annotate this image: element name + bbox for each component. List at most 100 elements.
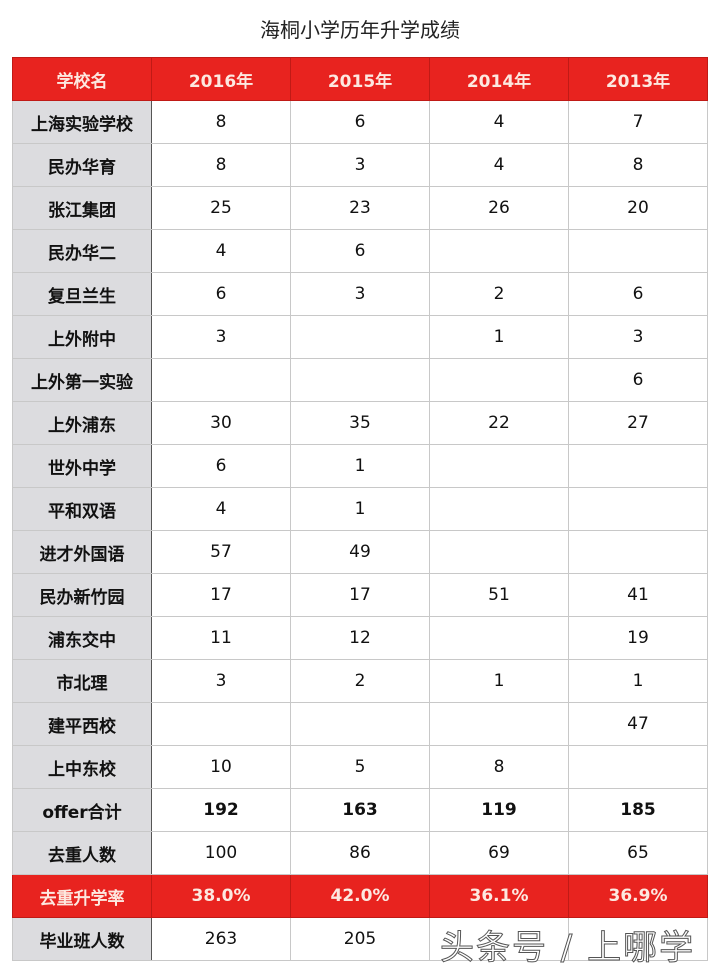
header-row: 学校名 2016年 2015年 2014年 2013年 <box>12 57 708 101</box>
table-row: 张江集团 25 23 26 20 <box>12 186 708 230</box>
table-row: 上外附中 3 1 3 <box>12 315 708 359</box>
school-name-cell: 市北理 <box>12 659 152 703</box>
school-name-cell: offer合计 <box>12 788 152 832</box>
school-name-cell: 上外浦东 <box>12 401 152 445</box>
admission-table: 学校名 2016年 2015年 2014年 2013年 上海实验学校 8 6 4 7 民办… <box>12 57 708 961</box>
value-cell: 23 <box>290 186 430 230</box>
table-row: 民办华二 4 6 <box>12 229 708 273</box>
school-name-cell: 民办华二 <box>12 229 152 273</box>
table-row: 复旦兰生 6 3 2 6 <box>12 272 708 316</box>
value-cell <box>568 917 708 961</box>
table-row: 市北理 3 2 1 1 <box>12 659 708 703</box>
school-name-cell: 去重人数 <box>12 831 152 875</box>
value-cell: 49 <box>290 530 430 574</box>
value-cell: 42.0% <box>290 874 430 918</box>
school-name-cell: 民办华育 <box>12 143 152 187</box>
value-cell: 3 <box>568 315 708 359</box>
value-cell: 17 <box>151 573 291 617</box>
value-cell <box>429 444 569 488</box>
table-row: 建平西校 47 <box>12 702 708 746</box>
value-cell <box>429 229 569 273</box>
value-cell: 192 <box>151 788 291 832</box>
school-name-cell: 上海实验学校 <box>12 100 152 144</box>
value-cell: 10 <box>151 745 291 789</box>
value-cell: 5 <box>290 745 430 789</box>
value-cell: 47 <box>568 702 708 746</box>
value-cell: 4 <box>151 229 291 273</box>
table-row: 上中东校 10 5 8 <box>12 745 708 789</box>
value-cell: 8 <box>151 100 291 144</box>
value-cell: 8 <box>429 745 569 789</box>
value-cell: 1 <box>290 487 430 531</box>
value-cell: 35 <box>290 401 430 445</box>
table-row: offer合计 192 163 119 185 <box>12 788 708 832</box>
value-cell: 163 <box>290 788 430 832</box>
value-cell <box>151 358 291 402</box>
value-cell: 6 <box>151 444 291 488</box>
value-cell: 3 <box>290 143 430 187</box>
table-row: 上海实验学校 8 6 4 7 <box>12 100 708 144</box>
value-cell: 12 <box>290 616 430 660</box>
header-school: 学校名 <box>12 57 152 101</box>
school-name-cell: 上中东校 <box>12 745 152 789</box>
value-cell: 6 <box>568 272 708 316</box>
value-cell: 41 <box>568 573 708 617</box>
value-cell: 1 <box>568 659 708 703</box>
value-cell: 36.1% <box>429 874 569 918</box>
value-cell: 20 <box>568 186 708 230</box>
value-cell: 51 <box>429 573 569 617</box>
value-cell: 8 <box>151 143 291 187</box>
value-cell: 205 <box>290 917 430 961</box>
value-cell <box>429 358 569 402</box>
value-cell <box>429 616 569 660</box>
value-cell: 26 <box>429 186 569 230</box>
header-2016: 2016年 <box>151 57 291 101</box>
value-cell: 11 <box>151 616 291 660</box>
table-row: 去重人数 100 86 69 65 <box>12 831 708 875</box>
value-cell: 4 <box>429 143 569 187</box>
header-2014: 2014年 <box>429 57 569 101</box>
school-name-cell: 建平西校 <box>12 702 152 746</box>
value-cell: 6 <box>290 100 430 144</box>
value-cell: 6 <box>290 229 430 273</box>
value-cell: 30 <box>151 401 291 445</box>
value-cell: 57 <box>151 530 291 574</box>
header-2013: 2013年 <box>568 57 708 101</box>
value-cell: 86 <box>290 831 430 875</box>
value-cell: 3 <box>290 272 430 316</box>
value-cell: 3 <box>151 659 291 703</box>
value-cell: 27 <box>568 401 708 445</box>
table-row: 毕业班人数 263 205 <box>12 917 708 961</box>
value-cell: 6 <box>568 358 708 402</box>
value-cell <box>429 702 569 746</box>
table-row: 浦东交中 11 12 19 <box>12 616 708 660</box>
school-name-cell: 张江集团 <box>12 186 152 230</box>
school-name-cell: 上外第一实验 <box>12 358 152 402</box>
table-row: 民办华育 8 3 4 8 <box>12 143 708 187</box>
value-cell: 263 <box>151 917 291 961</box>
table-row: 民办新竹园 17 17 51 41 <box>12 573 708 617</box>
value-cell <box>568 229 708 273</box>
value-cell: 6 <box>151 272 291 316</box>
value-cell <box>568 745 708 789</box>
value-cell: 3 <box>151 315 291 359</box>
value-cell: 25 <box>151 186 291 230</box>
value-cell <box>429 917 569 961</box>
school-name-cell: 进才外国语 <box>12 530 152 574</box>
table-row: 世外中学 6 1 <box>12 444 708 488</box>
value-cell: 2 <box>290 659 430 703</box>
value-cell: 100 <box>151 831 291 875</box>
table-row: 上外第一实验 6 <box>12 358 708 402</box>
value-cell <box>568 530 708 574</box>
school-name-cell: 复旦兰生 <box>12 272 152 316</box>
value-cell: 38.0% <box>151 874 291 918</box>
value-cell <box>568 487 708 531</box>
value-cell <box>290 702 430 746</box>
school-name-cell: 去重升学率 <box>12 874 152 918</box>
value-cell: 22 <box>429 401 569 445</box>
value-cell: 19 <box>568 616 708 660</box>
table-row: 平和双语 4 1 <box>12 487 708 531</box>
school-name-cell: 毕业班人数 <box>12 917 152 961</box>
school-name-cell: 上外附中 <box>12 315 152 359</box>
value-cell: 1 <box>429 659 569 703</box>
